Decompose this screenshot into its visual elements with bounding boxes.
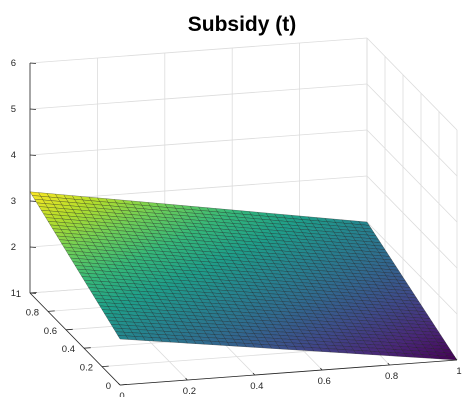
back-wall-gridline-z (29, 37, 368, 64)
y-tick-mark (65, 328, 73, 331)
z-tick-mark (29, 292, 37, 294)
x-tick-mark (387, 362, 390, 366)
z-tick-label: 3 (11, 196, 16, 207)
y-axis-line (29, 292, 121, 386)
x-tick-mark (117, 382, 121, 386)
side-wall-gridline-z (366, 37, 458, 131)
y-tick-mark (83, 347, 91, 349)
z-tick-label: 6 (11, 58, 16, 69)
x-tick-label: 0.6 (318, 376, 331, 387)
back-wall-gridline-z (29, 129, 368, 156)
z-tick-label: 4 (11, 150, 16, 161)
x-axis-line (119, 359, 458, 386)
y-tick-mark (101, 365, 109, 367)
y-tick-label: 0 (106, 381, 111, 392)
side-wall-gridline-z (366, 83, 458, 177)
y-tick-mark (47, 310, 55, 312)
z-tick-label: 1 (11, 288, 16, 299)
back-wall-gridline-z (29, 83, 368, 110)
axes (29, 62, 458, 386)
y-tick-mark (119, 384, 127, 386)
x-tick-mark (185, 377, 188, 381)
x-tick-label: 0.8 (385, 371, 398, 382)
side-wall-gridline-z (366, 221, 458, 315)
x-tick-mark (454, 357, 458, 361)
surface-plot (29, 191, 458, 361)
chart-title: Subsidy (t) (188, 13, 297, 36)
x-tick-label: 0.2 (183, 386, 196, 397)
x-tick-mark (320, 367, 323, 371)
y-tick-label: 1 (16, 289, 21, 300)
z-tick-mark (29, 200, 37, 202)
z-tick-mark (29, 246, 37, 248)
x-tick-label: 0.4 (250, 381, 263, 392)
z-tick-mark (29, 108, 37, 110)
y-tick-label: 0.4 (62, 344, 75, 355)
y-tick-label: 0.8 (26, 307, 39, 318)
y-tick-label: 0.2 (80, 363, 93, 374)
z-tick-label: 2 (11, 242, 16, 253)
y-tick-label: 0.6 (44, 326, 57, 337)
side-wall-gridline-z (366, 129, 458, 223)
x-tick-label: 0 (119, 391, 124, 397)
z-tick-mark (29, 62, 37, 64)
x-tick-label: 1 (456, 366, 461, 377)
surface-cell (117, 335, 129, 340)
z-tick-label: 5 (11, 104, 16, 115)
z-tick-mark (29, 154, 37, 156)
x-tick-mark (252, 372, 256, 376)
side-wall-gridline-z (366, 175, 458, 269)
